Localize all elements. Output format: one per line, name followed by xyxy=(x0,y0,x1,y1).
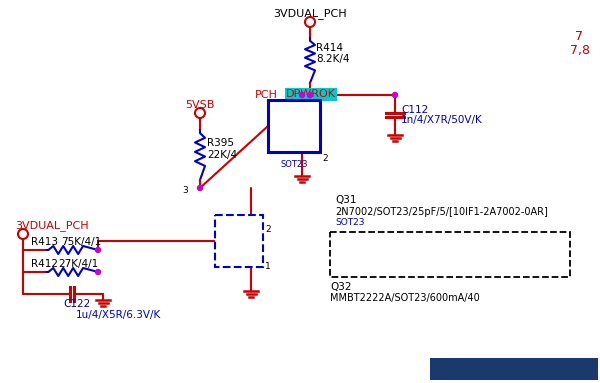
Text: At least 10ms delay after: At least 10ms delay after xyxy=(335,237,523,250)
Bar xyxy=(330,232,570,277)
Text: D: D xyxy=(271,102,278,111)
Text: 75K/4/1: 75K/4/1 xyxy=(61,237,101,247)
Text: MMBT2222A/SOT23/600mA/40: MMBT2222A/SOT23/600mA/40 xyxy=(330,293,480,303)
Text: 7: 7 xyxy=(575,30,583,43)
Text: 2: 2 xyxy=(322,154,328,163)
Text: 8.2K/4: 8.2K/4 xyxy=(316,54,349,64)
Text: Q32: Q32 xyxy=(330,282,352,292)
Text: R413: R413 xyxy=(31,237,58,247)
Text: 迅维网: 迅维网 xyxy=(436,364,454,374)
Text: PCH_: PCH_ xyxy=(255,89,284,100)
Text: C112: C112 xyxy=(401,105,428,115)
Text: 1u/4/X5R/6.3V/K: 1u/4/X5R/6.3V/K xyxy=(76,310,161,320)
Circle shape xyxy=(392,93,398,98)
Text: Q31: Q31 xyxy=(335,195,356,205)
Circle shape xyxy=(95,270,101,275)
Text: G: G xyxy=(271,122,278,131)
Text: 1: 1 xyxy=(265,262,271,271)
Circle shape xyxy=(197,185,203,190)
Text: SOT23: SOT23 xyxy=(280,160,308,169)
Bar xyxy=(215,215,263,267)
Text: 3: 3 xyxy=(182,186,188,195)
Text: SOT23: SOT23 xyxy=(335,218,365,227)
Text: 3VDUAL_PCH stabel: 3VDUAL_PCH stabel xyxy=(335,254,463,267)
Bar xyxy=(430,358,598,380)
Text: 3VDUAL_PCH: 3VDUAL_PCH xyxy=(15,220,89,231)
Circle shape xyxy=(308,93,313,98)
Text: R395: R395 xyxy=(207,138,234,148)
Circle shape xyxy=(299,93,305,98)
Text: R414: R414 xyxy=(316,43,343,53)
Text: 27K/4/1: 27K/4/1 xyxy=(58,259,98,269)
Text: 2N7002/SOT23/25pF/5/[10IF1-2A7002-0AR]: 2N7002/SOT23/25pF/5/[10IF1-2A7002-0AR] xyxy=(335,207,548,217)
Text: 1n/4/X7R/50V/K: 1n/4/X7R/50V/K xyxy=(401,115,483,125)
Text: C122: C122 xyxy=(63,299,90,309)
Text: DPWROK: DPWROK xyxy=(286,89,336,99)
Text: 7,8: 7,8 xyxy=(570,44,590,57)
Text: 2: 2 xyxy=(265,225,271,234)
Bar xyxy=(285,88,337,101)
Text: 5VSB: 5VSB xyxy=(185,100,215,110)
Text: 22K/4: 22K/4 xyxy=(207,150,237,160)
Text: 3VDUAL_PCH: 3VDUAL_PCH xyxy=(273,8,347,19)
Text: S: S xyxy=(306,140,312,149)
Bar xyxy=(268,100,320,152)
Text: Chinafix.com: Chinafix.com xyxy=(468,364,535,374)
Circle shape xyxy=(95,247,101,252)
Text: R412: R412 xyxy=(31,259,58,269)
